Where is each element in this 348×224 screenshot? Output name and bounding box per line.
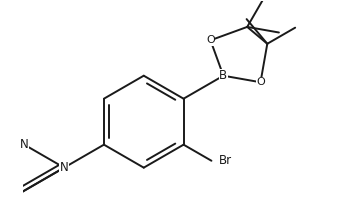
Text: Br: Br <box>219 154 232 167</box>
Text: N: N <box>60 161 69 174</box>
Text: O: O <box>206 35 215 45</box>
Text: N: N <box>20 138 29 151</box>
Text: B: B <box>219 69 228 82</box>
Text: O: O <box>256 77 265 87</box>
